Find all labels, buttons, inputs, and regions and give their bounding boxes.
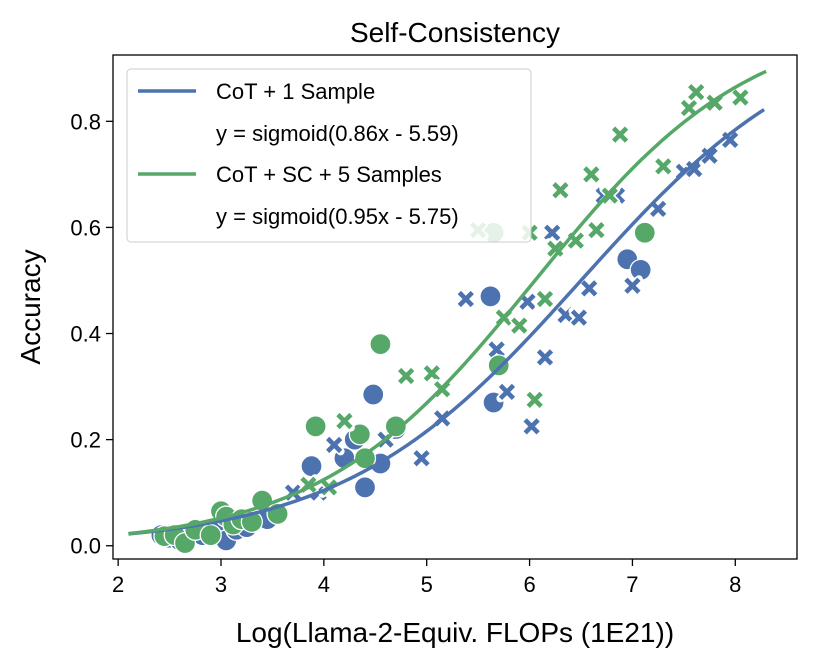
data-point-circle-cot-sc-5-samples <box>304 415 327 438</box>
y-tick-label: 0.6 <box>70 215 101 240</box>
data-point-circle-cot-1-sample <box>300 455 323 478</box>
data-point-cross-cot-1-sample <box>578 277 600 299</box>
x-tick-label: 2 <box>112 572 124 597</box>
fit-curve-cot-1-sample <box>128 108 766 536</box>
data-point-cross-cot-1-sample <box>621 275 643 297</box>
data-point-cross-cot-1-sample <box>534 346 556 368</box>
fit-curve-cot-sc-5-samples <box>128 69 767 536</box>
legend-label-cot-1-sample: CoT + 1 Sample <box>216 79 375 104</box>
data-point-cross-cot-sc-5-samples <box>585 219 607 241</box>
y-axis-label: Accuracy <box>15 249 46 364</box>
data-point-cross-cot-sc-5-samples <box>421 362 443 384</box>
data-point-cross-cot-sc-5-samples <box>534 288 556 310</box>
plot-frame <box>112 54 798 560</box>
y-tick-label: 0.2 <box>70 428 101 453</box>
data-point-circle-cot-1-sample <box>353 476 377 499</box>
data-point-circle-cot-1-sample <box>362 383 385 406</box>
x-axis-label: Log(Llama-2-Equiv. FLOPs (1E21)) <box>236 617 674 648</box>
legend-equation-cot-sc-5-samples: y = sigmoid(0.95x - 5.75) <box>216 204 459 229</box>
data-point-circle-cot-1-sample <box>479 285 502 308</box>
data-point-circle-cot-sc-5-samples <box>384 415 408 438</box>
data-point-cross-cot-sc-5-samples <box>508 315 530 337</box>
data-point-cross-cot-sc-5-samples <box>685 81 707 103</box>
data-point-cross-cot-sc-5-samples <box>678 97 700 119</box>
x-tick-label: 4 <box>318 572 330 597</box>
data-point-cross-cot-sc-5-samples <box>333 410 355 432</box>
data-point-cross-cot-sc-5-samples <box>549 179 571 201</box>
data-point-cross-cot-1-sample <box>699 145 721 167</box>
data-point-cross-cot-1-sample <box>541 222 563 244</box>
legend-box <box>126 68 532 243</box>
y-tick-label: 0.0 <box>70 534 101 559</box>
x-tick-label: 3 <box>215 572 227 597</box>
data-point-cross-cot-sc-5-samples <box>524 389 546 411</box>
data-point-circle-cot-sc-5-samples <box>199 523 222 547</box>
data-point-cross-cot-1-sample <box>521 415 543 437</box>
y-tick-label: 0.4 <box>70 322 101 347</box>
data-point-cross-cot-1-sample <box>486 338 508 360</box>
data-point-cross-cot-sc-5-samples <box>729 86 751 108</box>
data-point-cross-cot-sc-5-samples <box>599 185 621 207</box>
data-point-cross-cot-1-sample <box>455 288 477 310</box>
data-point-cross-cot-sc-5-samples <box>395 365 417 387</box>
data-point-cross-cot-1-sample <box>496 381 518 403</box>
data-point-cross-cot-1-sample <box>683 158 705 180</box>
data-point-cross-cot-1-sample <box>411 447 433 469</box>
data-point-circle-cot-sc-5-samples <box>353 447 377 470</box>
chart-title: Self-Consistency <box>350 17 560 48</box>
data-point-cross-cot-1-sample <box>323 434 345 456</box>
y-tick-label: 0.8 <box>70 109 101 134</box>
x-tick-label: 6 <box>523 572 535 597</box>
legend-label-cot-sc-5-samples: CoT + SC + 5 Samples <box>216 162 442 187</box>
data-point-circle-cot-sc-5-samples <box>633 221 656 244</box>
data-point-cross-cot-sc-5-samples <box>580 163 602 185</box>
legend-equation-cot-1-sample: y = sigmoid(0.86x - 5.59) <box>216 121 459 146</box>
x-tick-label: 8 <box>729 572 741 597</box>
x-tick-label: 5 <box>421 572 433 597</box>
data-point-circle-cot-sc-5-samples <box>369 332 392 356</box>
legend: CoT + 1 Sample y = sigmoid(0.86x - 5.59)… <box>126 68 532 243</box>
x-tick-label: 7 <box>626 572 638 597</box>
data-point-cross-cot-sc-5-samples <box>609 124 631 146</box>
data-point-circle-cot-sc-5-samples <box>487 354 510 377</box>
data-point-cross-cot-1-sample <box>568 307 590 329</box>
data-point-cross-cot-sc-5-samples <box>652 155 674 177</box>
